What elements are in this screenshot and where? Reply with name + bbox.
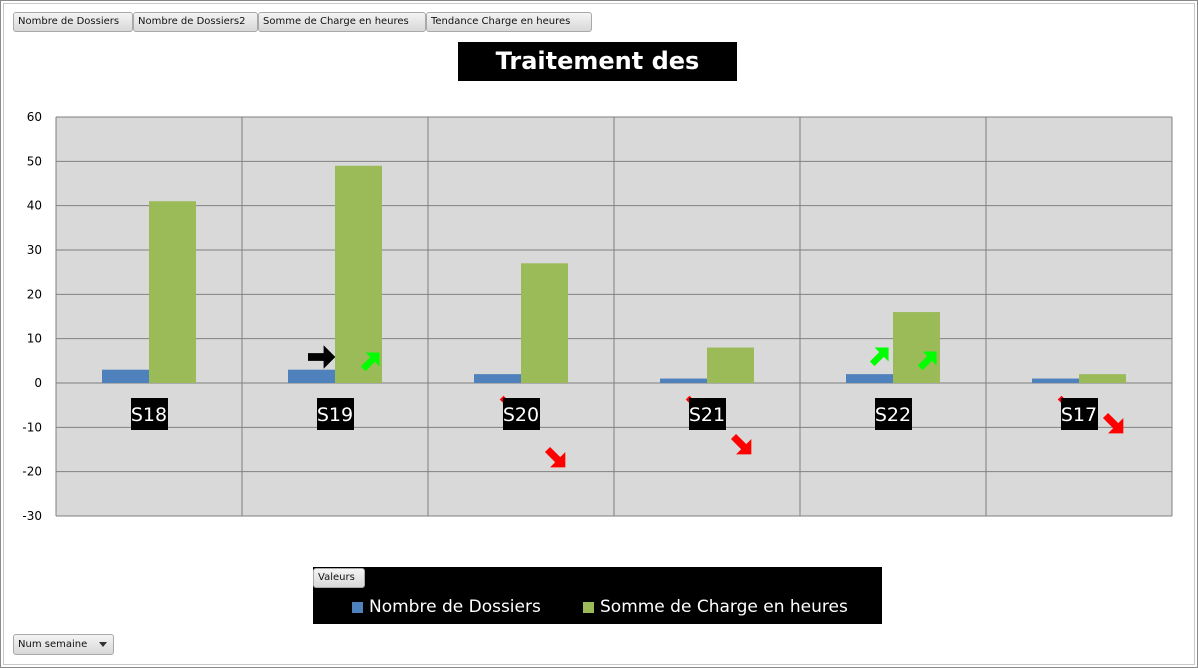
x-tick-label: S22: [875, 404, 911, 426]
axis-field-button-num-semaine[interactable]: Num semaine: [13, 634, 114, 655]
bar-somme-de-charge: [893, 312, 940, 383]
bar-nombre-de-dossiers: [1032, 378, 1079, 383]
y-tick-label: 30: [27, 243, 42, 257]
field-button-somme-de-charge[interactable]: Somme de Charge en heures: [258, 12, 426, 32]
trend-arrow-down-icon: [544, 446, 566, 468]
y-tick-label: -20: [22, 465, 42, 479]
bar-somme-de-charge: [335, 165, 382, 383]
category-label-box: [317, 398, 354, 430]
trend-arrow-up-icon: [869, 347, 889, 367]
dropdown-arrow-icon[interactable]: [99, 642, 107, 647]
trend-arrow-flat-icon: [308, 345, 336, 369]
bar-nombre-de-dossiers: [660, 378, 707, 383]
legend-field-button-valeurs[interactable]: Valeurs: [313, 568, 365, 588]
trend-arrow-down-icon: [730, 433, 752, 455]
x-tick-label: S20: [503, 404, 539, 426]
x-tick-label: S17: [1061, 404, 1097, 426]
x-tick-label: S21: [689, 404, 725, 426]
trend-arrow-down-icon: [1102, 412, 1124, 434]
legend: [313, 567, 882, 624]
x-tick-label: S19: [317, 404, 353, 426]
legend-item-nombre-de-dossiers: Nombre de Dossiers: [352, 596, 541, 618]
category-label-box: [689, 398, 726, 430]
legend-item-somme-de-charge: Somme de Charge en heures: [583, 596, 848, 618]
bar-nombre-de-dossiers: [102, 369, 149, 383]
category-label-box: [1061, 398, 1098, 430]
bar-nombre-de-dossiers: [474, 374, 521, 383]
category-label-box: [131, 398, 168, 430]
y-tick-label: 40: [27, 199, 42, 213]
chart-title: Traitement des dossiers: [458, 42, 737, 114]
field-button-nombre-de-dossiers2[interactable]: Nombre de Dossiers2: [133, 12, 258, 32]
y-tick-label: 10: [27, 332, 42, 346]
y-tick-label: -10: [22, 420, 42, 434]
bar-somme-de-charge: [521, 263, 568, 383]
bar-somme-de-charge: [707, 347, 754, 383]
category-label-box: [503, 398, 540, 430]
bar-nombre-de-dossiers: [288, 369, 335, 383]
bar-nombre-de-dossiers: [846, 374, 893, 383]
legend-swatch-somme-de-charge: [583, 601, 594, 613]
x-tick-label: S18: [131, 404, 167, 426]
y-tick-label: 0: [34, 376, 42, 390]
chart-area-border: [3, 3, 1195, 665]
legend-label-nombre-de-dossiers: Nombre de Dossiers: [369, 597, 541, 617]
legend-swatch-nombre-de-dossiers: [352, 601, 363, 613]
y-tick-label: 60: [27, 110, 42, 124]
bar-somme-de-charge: [1079, 374, 1126, 383]
field-button-tendance-charge[interactable]: Tendance Charge en heures: [426, 12, 592, 32]
legend-label-somme-de-charge: Somme de Charge en heures: [600, 597, 848, 617]
category-label-box: [875, 398, 912, 430]
trend-arrow-up-icon: [360, 352, 380, 372]
axis-field-label: Num semaine: [18, 639, 88, 650]
trend-arrow-up-icon: [917, 351, 937, 371]
y-tick-label: 50: [27, 154, 42, 168]
bar-somme-de-charge: [149, 201, 196, 383]
y-tick-label: -30: [22, 509, 42, 523]
y-tick-label: 20: [27, 287, 42, 301]
field-button-nombre-de-dossiers[interactable]: Nombre de Dossiers: [13, 12, 133, 32]
